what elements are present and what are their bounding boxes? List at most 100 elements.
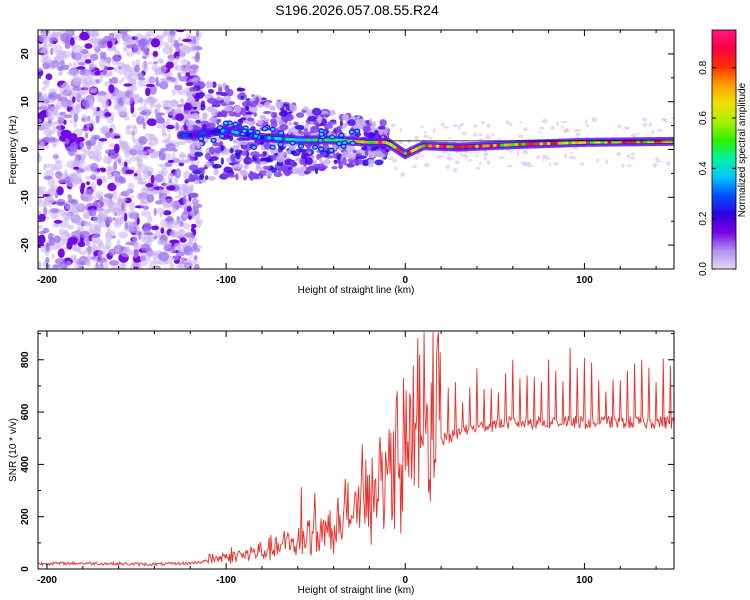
spectral-blob bbox=[235, 152, 241, 160]
spectral-blob bbox=[57, 175, 66, 183]
spectral-blob bbox=[481, 121, 485, 125]
spectral-blob bbox=[183, 187, 192, 196]
spectral-blob bbox=[136, 192, 141, 201]
spectral-blob bbox=[63, 114, 73, 119]
spectral-blob bbox=[164, 183, 172, 187]
spectral-blob bbox=[53, 235, 61, 244]
spectral-blob bbox=[277, 167, 282, 173]
spectral-blob bbox=[165, 124, 175, 130]
spectral-blob bbox=[378, 128, 384, 136]
colorbar-tick-label: 0.2 bbox=[698, 211, 709, 225]
spectral-blob bbox=[98, 59, 106, 68]
ridge-hot-spot bbox=[328, 147, 335, 154]
spectral-blob bbox=[103, 260, 109, 269]
x-tick-label: -100 bbox=[216, 275, 236, 286]
spectral-blob bbox=[161, 163, 167, 170]
spectral-blob bbox=[140, 243, 151, 252]
spectral-blob bbox=[134, 64, 140, 73]
spectral-blob bbox=[136, 217, 140, 226]
spectral-blob bbox=[195, 220, 202, 229]
spectral-blob bbox=[43, 78, 50, 88]
spectral-blob bbox=[75, 54, 83, 64]
spectral-blob bbox=[180, 58, 189, 65]
spectral-blob bbox=[265, 170, 273, 177]
spectral-blob bbox=[52, 264, 62, 269]
spectral-blob bbox=[303, 106, 309, 111]
spectral-blob bbox=[316, 163, 326, 171]
spectral-blob bbox=[553, 161, 559, 166]
spectral-blob bbox=[125, 130, 135, 135]
spectral-blob bbox=[510, 150, 514, 154]
spectral-blob bbox=[399, 128, 403, 133]
spectral-blob bbox=[191, 223, 197, 229]
spectral-blob bbox=[116, 91, 125, 96]
spectral-blob bbox=[121, 63, 131, 69]
spectral-blob bbox=[131, 113, 137, 118]
spectral-blob bbox=[131, 61, 135, 66]
spectral-blob bbox=[626, 164, 632, 167]
spectral-blob bbox=[152, 56, 157, 60]
spectral-blob bbox=[77, 241, 86, 248]
spectral-blob bbox=[626, 154, 631, 159]
spectral-blob bbox=[478, 133, 483, 137]
spectral-blob bbox=[225, 97, 231, 105]
spectral-blob bbox=[208, 116, 218, 125]
spectral-blob bbox=[104, 92, 113, 102]
spectral-blob bbox=[100, 168, 106, 173]
spectral-blob bbox=[87, 97, 94, 106]
spectral-blob bbox=[46, 110, 50, 117]
spectral-blob bbox=[179, 237, 187, 243]
spectral-blob bbox=[84, 59, 92, 64]
spectral-blob bbox=[209, 156, 219, 161]
spectral-blob bbox=[38, 230, 46, 235]
spectral-blob bbox=[101, 198, 107, 202]
spectral-blob bbox=[167, 172, 174, 181]
spectral-blob bbox=[162, 177, 166, 186]
y-tick-label: -20 bbox=[20, 237, 31, 252]
spectral-blob bbox=[47, 119, 52, 124]
spectral-blob bbox=[155, 117, 165, 124]
spectral-blob bbox=[459, 152, 463, 157]
spectral-blob bbox=[125, 50, 135, 57]
spectral-blob bbox=[47, 103, 52, 111]
spectral-blob bbox=[90, 181, 97, 191]
spectral-blob bbox=[38, 66, 43, 72]
spectral-blob bbox=[108, 165, 115, 172]
colorbar-tick-label: 0.8 bbox=[698, 60, 709, 74]
spectral-blob bbox=[648, 122, 653, 127]
spectral-blob bbox=[179, 50, 186, 59]
spectral-blob bbox=[207, 97, 217, 104]
spectral-blob bbox=[123, 70, 132, 80]
spectral-blob bbox=[73, 166, 80, 170]
spectral-blob bbox=[185, 120, 195, 127]
spectral-blob bbox=[652, 163, 658, 168]
spectral-blob bbox=[605, 159, 609, 165]
spectral-blob bbox=[163, 198, 175, 208]
spectral-blob bbox=[184, 102, 193, 111]
spectral-blob bbox=[48, 187, 56, 197]
x-tick-label: -100 bbox=[216, 575, 236, 586]
spectral-blob bbox=[255, 166, 263, 172]
spectral-blob bbox=[185, 263, 193, 269]
spectral-blob bbox=[97, 141, 104, 146]
spectral-blob bbox=[242, 143, 252, 152]
spectral-blob bbox=[269, 165, 274, 170]
spectral-blob bbox=[201, 112, 208, 121]
spectral-blob bbox=[252, 157, 257, 162]
spectral-blob bbox=[63, 119, 67, 125]
spectral-blob bbox=[96, 206, 103, 213]
spectral-blob bbox=[420, 125, 424, 128]
spectral-blob bbox=[76, 66, 86, 70]
ridge-hot-spot bbox=[250, 144, 258, 150]
spectral-blob bbox=[253, 112, 258, 117]
spectral-blob bbox=[118, 177, 127, 184]
spectral-blob bbox=[140, 255, 147, 262]
spectral-blob bbox=[189, 91, 197, 95]
spectral-blob bbox=[433, 128, 436, 133]
spectral-blob bbox=[447, 153, 451, 156]
ridge-segment bbox=[421, 144, 426, 149]
spectral-blob bbox=[107, 60, 111, 67]
spectral-blob bbox=[116, 238, 121, 249]
spectral-blob bbox=[51, 143, 57, 148]
